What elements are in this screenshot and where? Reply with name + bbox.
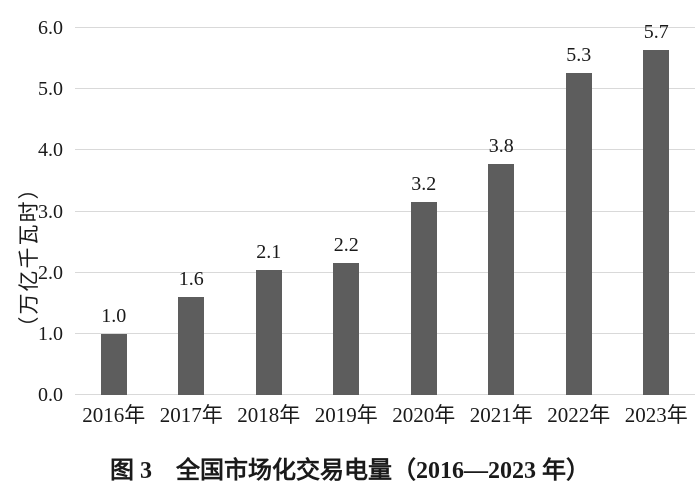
x-tick-label-2020年: 2020年: [392, 403, 456, 427]
bar-2021年: [488, 163, 515, 395]
x-tick-label-2022年: 2022年: [547, 403, 611, 427]
bar-2019年: [333, 262, 360, 395]
bar-value-label-2023年: 5.7: [643, 21, 669, 44]
bar-2020年: [410, 201, 437, 395]
bar-series: 1.0 1.6 2.1 2.2 3.2 3.8 5.3 5.7: [75, 21, 696, 395]
bar-slot-2017年: 1.6: [153, 28, 231, 395]
bar-value-label-2018年: 2.1: [256, 240, 282, 263]
x-tick-label-2018年: 2018年: [237, 403, 301, 427]
bar-slot-2018年: 2.1: [230, 28, 308, 395]
gridline-4.0: [75, 149, 695, 151]
gridline-2.0: [75, 271, 695, 273]
bar-value-label-2022年: 5.3: [566, 44, 592, 67]
x-tick-label-2017年: 2017年: [159, 403, 223, 427]
y-tick-label-3.0: 3.0: [38, 200, 63, 223]
bar-value-label-2020年: 3.2: [411, 172, 437, 195]
x-tick-label-2023年: 2023年: [624, 403, 688, 427]
chart-title: 图 3 全国市场化交易电量（2016—2023 年）: [110, 458, 590, 484]
bar-slot-2019年: 2.2: [308, 28, 386, 395]
bar-2016年: [100, 333, 127, 395]
x-axis-labels: 2016年 2017年 2018年 2019年 2020年 2021年 2022年 2023年: [75, 402, 695, 428]
gridline-6.0: [75, 27, 695, 28]
y-tick-label-4.0: 4.0: [38, 139, 63, 162]
bar-slot-2021年: 3.8: [463, 28, 541, 395]
bar-value-label-2021年: 3.8: [488, 134, 514, 157]
x-tick-label-2019年: 2019年: [314, 403, 378, 427]
bar-value-label-2016年: 1.0: [101, 304, 127, 327]
gridline-5.0: [75, 88, 695, 90]
bar-slot-2022年: 5.3: [540, 28, 618, 395]
gridline-3.0: [75, 210, 695, 212]
bar-2017年: [178, 296, 205, 395]
bar-2022年: [565, 73, 592, 395]
y-tick-label-1.0: 1.0: [38, 322, 63, 345]
y-tick-label-5.0: 5.0: [38, 78, 63, 101]
x-tick-label-2016年: 2016年: [82, 403, 146, 427]
gridline-1.0: [75, 332, 695, 334]
gridline-0.0: [75, 394, 695, 395]
bar-slot-2020年: 3.2: [385, 28, 463, 395]
plot-area: 1.0 1.6 2.1 2.2 3.2 3.8 5.3 5.7: [75, 21, 696, 395]
bar-2018年: [255, 269, 282, 395]
bar-2023年: [643, 50, 670, 395]
x-tick-label-2021年: 2021年: [469, 403, 533, 427]
y-tick-label-0.0: 0.0: [38, 384, 63, 406]
y-tick-label-6.0: 6.0: [38, 17, 63, 39]
y-tick-label-2.0: 2.0: [38, 261, 63, 284]
bar-slot-2016年: 1.0: [75, 28, 153, 395]
bar-value-label-2019年: 2.2: [333, 233, 359, 256]
bar-value-label-2017年: 1.6: [178, 267, 204, 290]
bar-slot-2023年: 5.7: [618, 21, 696, 395]
